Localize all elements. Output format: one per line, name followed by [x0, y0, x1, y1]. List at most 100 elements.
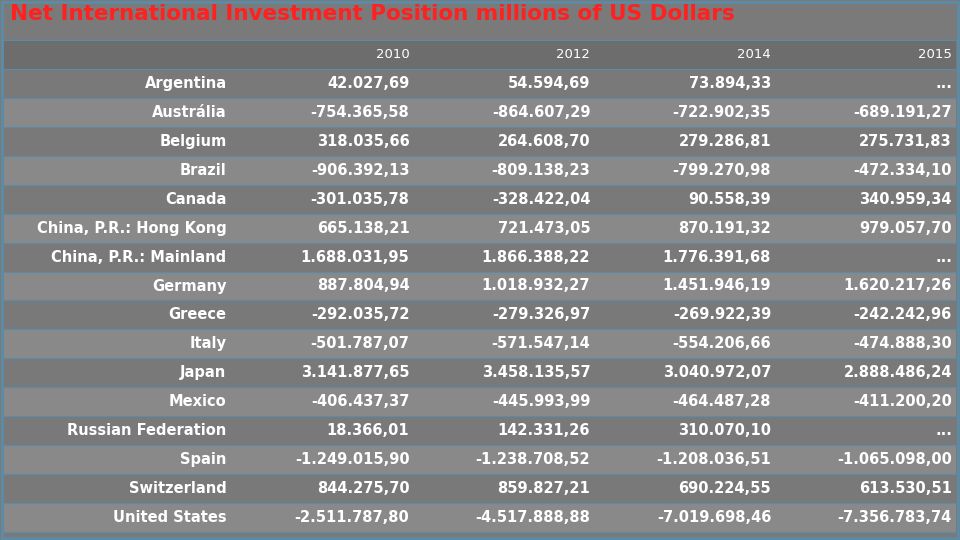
Text: -464.487,28: -464.487,28: [673, 394, 771, 409]
Text: 1.776.391,68: 1.776.391,68: [662, 249, 771, 265]
Text: -1.249.015,90: -1.249.015,90: [295, 452, 409, 467]
Text: ...: ...: [935, 76, 952, 91]
Text: -809.138,23: -809.138,23: [492, 163, 590, 178]
Text: 42.027,69: 42.027,69: [327, 76, 409, 91]
Bar: [4, 69, 956, 98]
Text: 1.866.388,22: 1.866.388,22: [482, 249, 590, 265]
Bar: [4, 503, 956, 532]
Bar: [4, 300, 956, 329]
Text: 2012: 2012: [557, 48, 590, 61]
Text: -501.787,07: -501.787,07: [310, 336, 409, 352]
Text: 665.138,21: 665.138,21: [317, 221, 409, 235]
Text: 18.366,01: 18.366,01: [326, 423, 409, 438]
Text: Canada: Canada: [165, 192, 227, 207]
Text: 310.070,10: 310.070,10: [678, 423, 771, 438]
Text: 887.804,94: 887.804,94: [317, 279, 409, 294]
Text: 870.191,32: 870.191,32: [679, 221, 771, 235]
Text: -906.392,13: -906.392,13: [311, 163, 409, 178]
Text: 2010: 2010: [375, 48, 409, 61]
Text: 3.040.972,07: 3.040.972,07: [662, 366, 771, 380]
Text: Russian Federation: Russian Federation: [67, 423, 227, 438]
Text: -689.191,27: -689.191,27: [853, 105, 952, 120]
Text: -472.334,10: -472.334,10: [853, 163, 952, 178]
Text: -292.035,72: -292.035,72: [311, 307, 409, 322]
Text: 318.035,66: 318.035,66: [317, 134, 409, 149]
Text: -571.547,14: -571.547,14: [492, 336, 590, 352]
Text: 1.018.932,27: 1.018.932,27: [482, 279, 590, 294]
Text: 340.959,34: 340.959,34: [859, 192, 952, 207]
Text: 90.558,39: 90.558,39: [688, 192, 771, 207]
Text: ...: ...: [935, 249, 952, 265]
Text: 3.141.877,65: 3.141.877,65: [300, 366, 409, 380]
Text: 2015: 2015: [918, 48, 952, 61]
Text: ...: ...: [935, 423, 952, 438]
Text: -474.888,30: -474.888,30: [853, 336, 952, 352]
Bar: [4, 387, 956, 416]
Text: -722.902,35: -722.902,35: [673, 105, 771, 120]
Text: -279.326,97: -279.326,97: [492, 307, 590, 322]
Text: 3.458.135,57: 3.458.135,57: [482, 366, 590, 380]
Text: 54.594,69: 54.594,69: [508, 76, 590, 91]
Text: United States: United States: [113, 510, 227, 525]
Text: Switzerland: Switzerland: [129, 481, 227, 496]
Text: 859.827,21: 859.827,21: [497, 481, 590, 496]
Bar: [4, 185, 956, 214]
Bar: [4, 445, 956, 474]
Text: -1.208.036,51: -1.208.036,51: [657, 452, 771, 467]
Text: -328.422,04: -328.422,04: [492, 192, 590, 207]
Text: -799.270,98: -799.270,98: [673, 163, 771, 178]
Bar: [4, 214, 956, 242]
Text: -411.200,20: -411.200,20: [853, 394, 952, 409]
Bar: [4, 329, 956, 359]
Text: 979.057,70: 979.057,70: [859, 221, 952, 235]
Bar: [4, 156, 956, 185]
Text: -554.206,66: -554.206,66: [673, 336, 771, 352]
Text: Austrália: Austrália: [152, 105, 227, 120]
Bar: [4, 98, 956, 127]
Text: 1.688.031,95: 1.688.031,95: [300, 249, 409, 265]
Text: -301.035,78: -301.035,78: [310, 192, 409, 207]
Text: 2.888.486,24: 2.888.486,24: [844, 366, 952, 380]
Bar: [4, 242, 956, 272]
Text: 2014: 2014: [737, 48, 771, 61]
Text: -7.019.698,46: -7.019.698,46: [657, 510, 771, 525]
Text: 1.451.946,19: 1.451.946,19: [662, 279, 771, 294]
Text: -269.922,39: -269.922,39: [673, 307, 771, 322]
Text: 613.530,51: 613.530,51: [859, 481, 952, 496]
Text: -754.365,58: -754.365,58: [311, 105, 409, 120]
Text: -2.511.787,80: -2.511.787,80: [295, 510, 409, 525]
Text: 1.620.217,26: 1.620.217,26: [844, 279, 952, 294]
Text: 73.894,33: 73.894,33: [689, 76, 771, 91]
Text: 264.608,70: 264.608,70: [497, 134, 590, 149]
Text: Germany: Germany: [152, 279, 227, 294]
Text: Italy: Italy: [189, 336, 227, 352]
Bar: [4, 127, 956, 156]
Text: -1.238.708,52: -1.238.708,52: [475, 452, 590, 467]
Text: -445.993,99: -445.993,99: [492, 394, 590, 409]
Bar: [4, 40, 956, 69]
Text: 721.473,05: 721.473,05: [497, 221, 590, 235]
Text: Spain: Spain: [180, 452, 227, 467]
Text: -7.356.783,74: -7.356.783,74: [838, 510, 952, 525]
Text: -406.437,37: -406.437,37: [311, 394, 409, 409]
Text: China, P.R.: Mainland: China, P.R.: Mainland: [52, 249, 227, 265]
Bar: [4, 359, 956, 387]
Text: Argentina: Argentina: [144, 76, 227, 91]
Bar: [4, 272, 956, 300]
Text: Belgium: Belgium: [159, 134, 227, 149]
Text: Brazil: Brazil: [180, 163, 227, 178]
Text: -1.065.098,00: -1.065.098,00: [837, 452, 952, 467]
Text: Net International Investment Position millions of US Dollars: Net International Investment Position mi…: [10, 4, 734, 24]
Text: 142.331,26: 142.331,26: [498, 423, 590, 438]
Text: China, P.R.: Hong Kong: China, P.R.: Hong Kong: [36, 221, 227, 235]
Text: Japan: Japan: [180, 366, 227, 380]
Text: Mexico: Mexico: [169, 394, 227, 409]
Text: Greece: Greece: [169, 307, 227, 322]
Text: -242.242,96: -242.242,96: [853, 307, 952, 322]
Text: 844.275,70: 844.275,70: [317, 481, 409, 496]
Text: 279.286,81: 279.286,81: [679, 134, 771, 149]
Text: 690.224,55: 690.224,55: [679, 481, 771, 496]
Text: -4.517.888,88: -4.517.888,88: [475, 510, 590, 525]
Text: 275.731,83: 275.731,83: [859, 134, 952, 149]
Text: -864.607,29: -864.607,29: [492, 105, 590, 120]
